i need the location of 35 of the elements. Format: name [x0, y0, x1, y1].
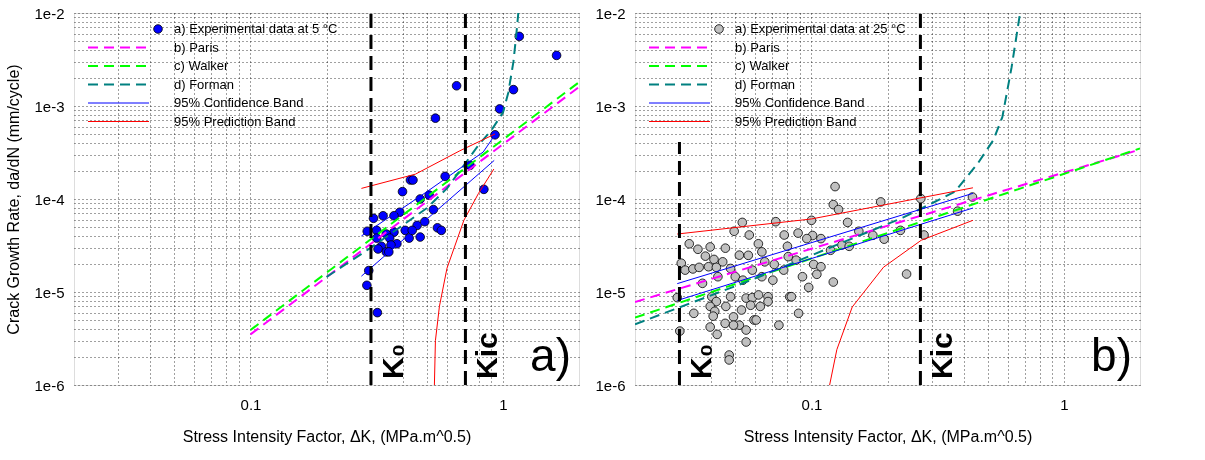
legend-label: b) Paris	[735, 39, 781, 55]
x-tick-label: 0.1	[801, 395, 823, 413]
annotation: b)	[1091, 329, 1132, 381]
x-tick-label: 1	[499, 395, 508, 413]
y-tick-label: 1e-4	[34, 190, 65, 208]
y-tick-label: 1e-5	[34, 283, 65, 301]
legend-label: d) Forman	[174, 76, 234, 92]
legend-label: c) Walker	[735, 58, 791, 73]
legend-label: c) Walker	[174, 58, 230, 73]
legend-label: 95% Confidence Band	[174, 95, 304, 110]
y-tick-label: 1e-2	[595, 4, 626, 22]
y-tick-label: 1e-4	[595, 190, 626, 208]
x-tick-label: 0.1	[240, 395, 262, 413]
legend-label: 95% Confidence Band	[735, 95, 865, 110]
y-tick-label: 1e-6	[595, 376, 626, 394]
ref-line-label: K₀	[684, 343, 718, 379]
y-tick-label: 1e-3	[34, 97, 65, 115]
x-tick-label: 1	[1060, 395, 1069, 413]
legend-label: a) Experimental data at 25 °C	[735, 21, 906, 36]
legend-label: d) Forman	[735, 76, 795, 92]
y-axis-title: Crack Growth Rate, da/dN (mm/cycle)	[5, 64, 23, 335]
y-tick-label: 1e-2	[34, 4, 65, 22]
ref-line-label: Kic	[470, 332, 504, 379]
legend-label: a) Experimental data at 5 °C	[174, 21, 338, 36]
legend-label: b) Paris	[174, 39, 220, 55]
ref-line-label: Kic	[925, 332, 959, 379]
y-tick-label: 1e-6	[34, 376, 65, 394]
y-tick-label: 1e-5	[595, 283, 626, 301]
x-axis-title: Stress Intensity Factor, ΔK, (MPa.m^0.5)	[743, 427, 1033, 445]
y-tick-label: 1e-3	[595, 97, 626, 115]
legend-label: 95% Prediction Band	[174, 113, 296, 129]
annotation: a)	[530, 329, 571, 381]
legend-label: 95% Prediction Band	[735, 113, 857, 129]
ref-line-label: K₀	[375, 343, 409, 379]
x-axis-title: Stress Intensity Factor, ΔK, (MPa.m^0.5)	[182, 427, 472, 445]
